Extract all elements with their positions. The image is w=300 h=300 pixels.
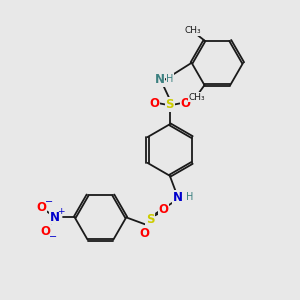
Text: O: O [181, 97, 191, 110]
Text: −: − [45, 196, 53, 206]
Text: O: O [149, 97, 159, 110]
Text: N: N [173, 191, 183, 204]
Text: O: O [159, 203, 169, 216]
Text: H: H [186, 192, 193, 202]
Text: +: + [57, 207, 64, 216]
Text: CH₃: CH₃ [188, 92, 205, 101]
Text: CH₃: CH₃ [184, 26, 201, 35]
Text: N: N [155, 73, 165, 86]
Text: H: H [166, 74, 173, 84]
Text: N: N [50, 211, 60, 224]
Text: O: O [36, 201, 46, 214]
Text: S: S [166, 98, 174, 111]
Text: O: O [139, 227, 149, 240]
Text: S: S [146, 213, 154, 226]
Text: −: − [49, 232, 57, 242]
Text: O: O [40, 225, 50, 238]
